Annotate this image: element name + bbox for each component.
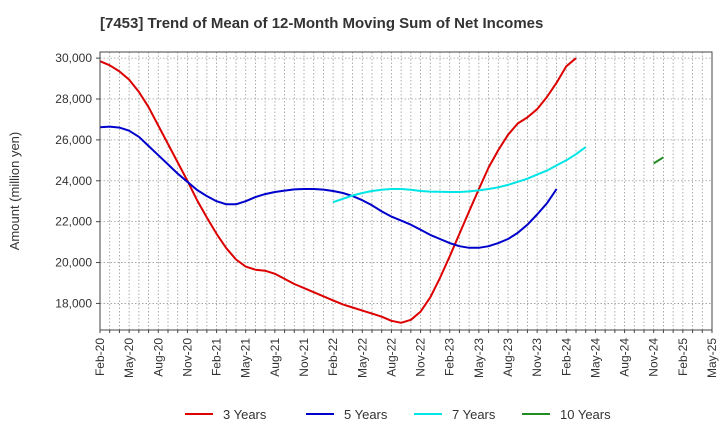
y-tick-label: 22,000	[55, 215, 92, 229]
x-tick-label: Feb-22	[326, 338, 340, 376]
y-axis-label: Amount (million yen)	[7, 132, 22, 251]
series-line-3-years	[99, 57, 577, 324]
x-tick-label: May-24	[588, 338, 602, 378]
x-tick-label: Nov-21	[297, 338, 311, 377]
legend-label: 5 Years	[344, 407, 388, 422]
legend-label: 7 Years	[452, 407, 496, 422]
x-tick-label: May-20	[122, 338, 136, 378]
x-tick-label: Nov-20	[180, 338, 194, 377]
x-tick-label: Aug-20	[151, 338, 165, 377]
y-tick-label: 26,000	[55, 133, 92, 147]
x-tick-label: Aug-23	[501, 338, 515, 377]
grid	[99, 52, 713, 330]
x-tick-label: Nov-22	[414, 338, 428, 377]
x-tick-label: Aug-21	[268, 338, 282, 377]
plot-frame	[99, 51, 713, 331]
series-line-5-years	[99, 125, 558, 249]
x-tick-label: Aug-24	[618, 338, 632, 377]
y-tick-label: 20,000	[55, 256, 92, 270]
x-axis: Feb-20 May-20 Aug-20 Nov-20 Feb-21 May-21 Aug-…	[93, 330, 719, 378]
series-lines	[99, 57, 664, 324]
x-tick-label: Feb-20	[93, 338, 107, 376]
chart-title: [7453] Trend of Mean of 12-Month Moving …	[100, 15, 544, 32]
x-tick-label: Nov-24	[647, 338, 661, 377]
x-tick-label: May-22	[355, 338, 369, 378]
x-tick-label: May-21	[239, 338, 253, 378]
x-tick-label: May-23	[472, 338, 486, 378]
legend-label: 10 Years	[560, 407, 611, 422]
y-tick-label: 24,000	[55, 174, 92, 188]
y-tick-label: 18,000	[55, 296, 92, 310]
x-tick-label: Nov-23	[530, 338, 544, 377]
x-tick-label: Feb-21	[210, 338, 224, 376]
y-axis: 18,000 20,000 22,000 24,000 26,000 28,000 30,0…	[55, 51, 100, 310]
x-tick-label: Aug-22	[384, 338, 398, 377]
legend-label: 3 Years	[223, 407, 267, 422]
y-tick-label: 28,000	[55, 92, 92, 106]
series-line-10-years	[653, 156, 664, 165]
y-tick-label: 30,000	[55, 51, 92, 65]
legend: 3 Years 5 Years 7 Years 10 Years	[185, 407, 611, 422]
x-tick-label: Feb-23	[443, 338, 457, 376]
series-line-7-years	[332, 146, 587, 204]
x-tick-label: May-25	[705, 338, 719, 378]
x-tick-label: Feb-25	[676, 338, 690, 376]
x-tick-label: Feb-24	[559, 338, 573, 376]
